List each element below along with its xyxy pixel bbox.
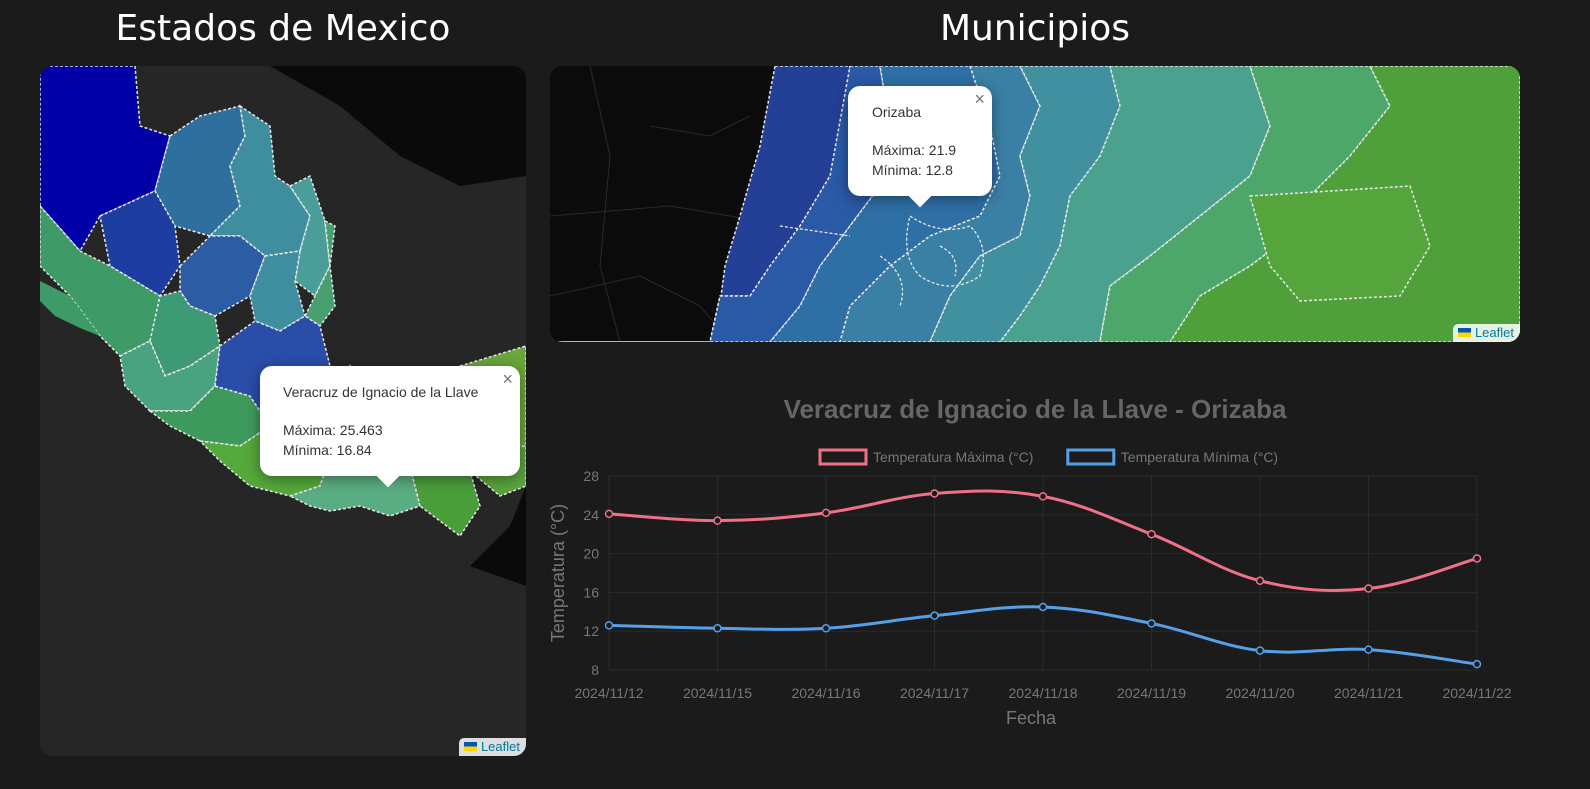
data-point-1-3 (930, 611, 939, 620)
legend-swatch-1 (1066, 448, 1116, 466)
state-jalisco[interactable] (119, 339, 221, 412)
states-map[interactable]: × Veracruz de Ignacio de la Llave Máxima… (40, 66, 526, 756)
data-point-0-4 (1038, 492, 1048, 501)
state-nuevo-leon[interactable] (288, 174, 331, 298)
data-point-1-2 (821, 624, 831, 633)
map-attribution: Leaflet (1452, 324, 1520, 342)
x-tick-label: 2024/11/15 (683, 685, 752, 701)
data-point-1-5 (1147, 619, 1156, 628)
legend-swatch-0 (818, 448, 868, 466)
data-point-0-2 (821, 508, 831, 518)
close-icon[interactable]: × (974, 89, 985, 109)
y-tick-label: 8 (591, 662, 599, 678)
popup-min-temp: Mínima: 12.8 (872, 162, 953, 178)
ukraine-flag-icon (1457, 328, 1471, 337)
data-point-0-6 (1255, 576, 1265, 586)
popup-municipality-name: Orizaba (872, 104, 922, 120)
close-icon[interactable]: × (502, 369, 513, 389)
municipalities-map-title: Municipios (939, 8, 1131, 49)
state-popup: × Veracruz de Ignacio de la Llave Máxima… (260, 366, 520, 488)
popup-state-name: Veracruz de Ignacio de la Llave (283, 384, 479, 400)
municipio-orizaba[interactable] (839, 66, 1041, 342)
y-tick-label: 16 (583, 584, 599, 600)
x-tick-label: 2024/11/16 (791, 685, 860, 701)
leaflet-link[interactable]: Leaflet (1474, 325, 1514, 340)
guatemala-land (470, 486, 526, 586)
states-map-title: Estados de Mexico (115, 8, 451, 49)
data-point-0-3 (930, 489, 939, 498)
map-attribution: Leaflet (458, 738, 526, 756)
x-axis-label: Fecha (1006, 708, 1057, 728)
x-tick-label: 2024/11/21 (1334, 685, 1403, 701)
x-tick-label: 2024/11/20 (1225, 685, 1294, 701)
municipalities-map[interactable]: × Orizaba Máxima: 21.9 Mínima: 12.8 Leaf… (550, 66, 1520, 342)
data-point-0-5 (1147, 529, 1156, 539)
legend-label-0: Temperatura Máxima (°C) (873, 449, 1033, 465)
x-tick-label: 2024/11/22 (1442, 685, 1511, 701)
data-point-1-8 (1472, 659, 1482, 669)
popup-max-temp: Máxima: 25.463 (283, 422, 383, 438)
municipio-c[interactable] (929, 66, 1121, 342)
x-tick-label: 2024/11/19 (1117, 685, 1186, 701)
data-point-0-7 (1364, 584, 1373, 593)
y-axis-label: Temperatura (°C) (550, 504, 568, 642)
x-tick-label: 2024/11/18 (1008, 685, 1077, 701)
y-tick-label: 20 (583, 546, 599, 562)
data-point-1-1 (713, 624, 722, 633)
data-point-0-0 (604, 509, 614, 519)
municipality-popup: × Orizaba Máxima: 21.9 Mínima: 12.8 (848, 86, 992, 208)
data-point-1-4 (1038, 602, 1048, 612)
chart-title: Veracruz de Ignacio de la Llave - Orizab… (784, 394, 1287, 424)
baja-california-sur[interactable] (40, 281, 100, 336)
data-point-1-6 (1255, 646, 1265, 655)
temperature-chart: Veracruz de Ignacio de la Llave - Orizab… (548, 390, 1520, 745)
chart-svg: Veracruz de Ignacio de la Llave - Orizab… (548, 394, 1512, 728)
leaflet-link[interactable]: Leaflet (480, 739, 520, 754)
state-sonora[interactable] (40, 66, 171, 253)
data-point-1-0 (604, 621, 614, 630)
legend-label-1: Temperatura Mínima (°C) (1121, 449, 1278, 465)
x-tick-label: 2024/11/12 (574, 685, 643, 701)
y-tick-label: 24 (583, 507, 599, 523)
data-point-0-1 (713, 516, 722, 525)
y-tick-label: 28 (583, 468, 599, 484)
northern-land (100, 66, 526, 186)
popup-min-temp: Mínima: 16.84 (283, 442, 372, 458)
state-sinaloa[interactable] (40, 204, 161, 357)
x-tick-label: 2024/11/17 (900, 685, 969, 701)
data-point-0-8 (1472, 554, 1482, 563)
y-tick-label: 12 (583, 623, 599, 639)
data-point-1-7 (1364, 645, 1373, 654)
municipalities-map-layer[interactable] (550, 66, 1520, 342)
popup-max-temp: Máxima: 21.9 (872, 142, 957, 158)
municipio-f[interactable] (1249, 185, 1431, 302)
ukraine-flag-icon (463, 742, 477, 751)
